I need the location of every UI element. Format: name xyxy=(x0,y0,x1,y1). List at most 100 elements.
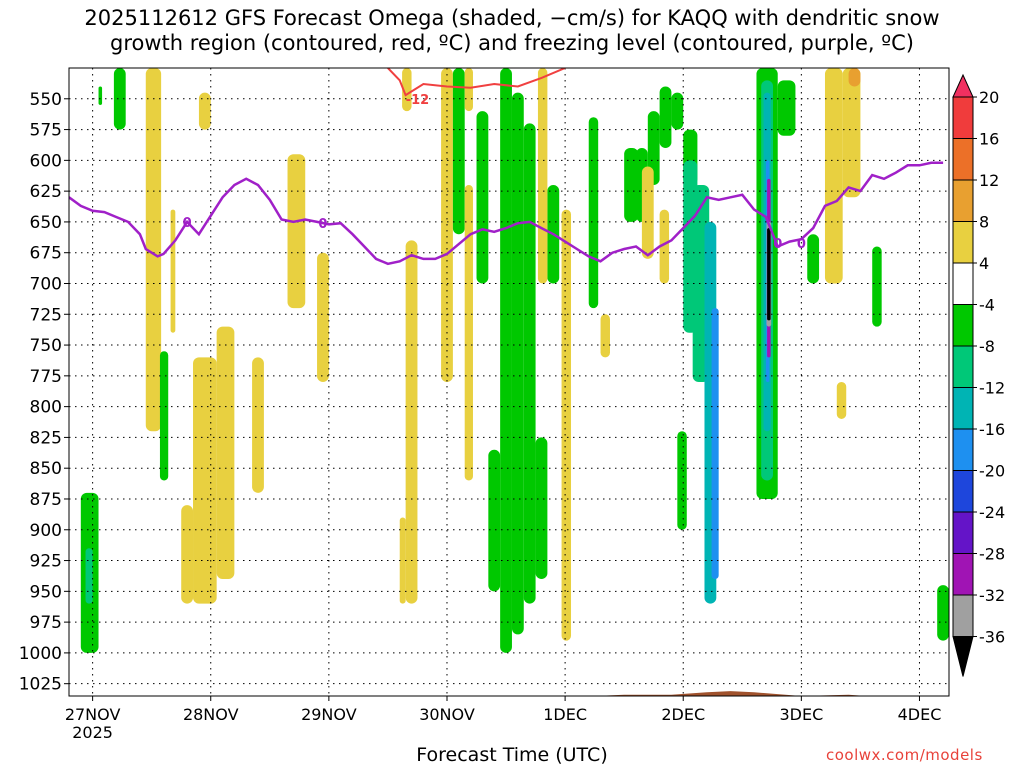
colorbar-bin xyxy=(952,345,974,388)
colorbar-bin xyxy=(952,594,974,637)
y-tick-label: 775 xyxy=(30,367,62,387)
omega-region xyxy=(659,86,672,149)
chart-title: 2025112612 GFS Forecast Omega (shaded, −… xyxy=(0,6,1024,56)
omega-region xyxy=(937,585,949,641)
omega-region xyxy=(399,517,406,604)
colorbar-label: -8 xyxy=(979,337,995,356)
x-tick-label: 4DEC xyxy=(898,705,942,724)
y-tick-label: 750 xyxy=(30,336,62,356)
colorbar-label: 4 xyxy=(979,254,989,273)
colorbar-bin xyxy=(952,304,974,347)
y-tick-label: 1000 xyxy=(19,644,62,664)
omega-region xyxy=(476,111,489,284)
omega-region xyxy=(600,314,610,358)
x-tick-label: 2DEC xyxy=(661,705,705,724)
omega-region xyxy=(777,80,796,136)
y-tick-label: 800 xyxy=(30,398,62,418)
omega-region xyxy=(113,68,126,130)
omega-region xyxy=(193,357,217,604)
colorbar-bin xyxy=(952,138,974,181)
omega-region xyxy=(159,351,169,481)
omega-region xyxy=(807,234,820,284)
x-tick-label: 29NOV xyxy=(301,705,357,724)
colorbar-bottom-arrow xyxy=(952,636,974,677)
chart-title-line-2: growth region (contoured, red, ºC) and f… xyxy=(110,31,914,55)
y-tick-label: 650 xyxy=(30,213,62,233)
y-tick-label: 675 xyxy=(30,244,62,264)
y-tick-label: 575 xyxy=(30,121,62,141)
omega-region xyxy=(85,548,93,604)
omega-region xyxy=(535,437,548,580)
omega-region xyxy=(561,209,572,641)
colorbar-label: -28 xyxy=(979,545,1005,564)
colorbar-label: 16 xyxy=(979,130,999,149)
colorbar-label: -24 xyxy=(979,503,1005,522)
omega-region xyxy=(500,68,512,653)
freezing-level-label: 0 xyxy=(318,217,327,232)
colorbar-bin xyxy=(952,387,974,430)
y-tick-label: 900 xyxy=(30,521,62,541)
omega-region xyxy=(98,86,103,105)
x-tick-label: 30NOV xyxy=(419,705,475,724)
omega-region xyxy=(836,382,847,419)
colorbar-top-arrow xyxy=(952,73,974,98)
y-tick-label: 600 xyxy=(30,151,62,171)
omega-region xyxy=(252,357,264,493)
omega-region xyxy=(287,154,306,309)
omega-region xyxy=(145,68,162,432)
omega-region xyxy=(464,68,473,112)
omega-region xyxy=(523,123,536,604)
colorbar-bin xyxy=(952,179,974,222)
y-tick-label: 1025 xyxy=(19,675,62,695)
omega-region xyxy=(216,326,235,580)
omega-region xyxy=(842,68,861,198)
colorbar-label: 12 xyxy=(979,171,999,190)
x-tick-label: 3DEC xyxy=(779,705,823,724)
omega-region xyxy=(405,240,418,604)
freezing-level-label: 0 xyxy=(797,237,806,252)
y-tick-label: 825 xyxy=(30,428,62,448)
y-tick-label: 950 xyxy=(30,582,62,602)
grid-lines xyxy=(69,68,949,696)
x-tick-label: 1DEC xyxy=(543,705,587,724)
omega-region xyxy=(464,184,473,481)
colorbar-bin xyxy=(952,470,974,513)
y-tick-label: 850 xyxy=(30,459,62,479)
y-tick-label: 925 xyxy=(30,552,62,572)
y-tick-label: 725 xyxy=(30,305,62,325)
omega-region xyxy=(198,92,211,130)
colorbar-label: -32 xyxy=(979,586,1005,605)
omega-region xyxy=(711,308,719,580)
y-tick-label: 975 xyxy=(30,613,62,633)
omega-shading xyxy=(69,68,949,696)
omega-region xyxy=(647,111,660,185)
omega-region xyxy=(767,228,771,321)
omega-region xyxy=(488,449,501,592)
omega-region xyxy=(181,505,194,604)
site-credit: coolwx.com/models xyxy=(826,746,983,764)
x-tick-sublabel: 2025 xyxy=(72,723,113,742)
colorbar-bin xyxy=(952,96,974,139)
freezing-level-label: 0 xyxy=(773,237,782,252)
colorbar-bin xyxy=(952,428,974,471)
omega-region xyxy=(677,431,687,530)
omega-region xyxy=(624,148,639,222)
omega-region xyxy=(537,68,548,284)
chart-title-line-1: 2025112612 GFS Forecast Omega (shaded, −… xyxy=(84,6,940,30)
colorbar-label: 20 xyxy=(979,88,999,107)
plot-frame xyxy=(68,67,950,697)
colorbar-label: -16 xyxy=(979,420,1005,439)
omega-region xyxy=(588,117,599,309)
freezing-level-label: 0 xyxy=(183,216,192,231)
omega-region xyxy=(317,252,329,382)
omega-region xyxy=(872,246,882,327)
colorbar-label: -4 xyxy=(979,296,995,315)
omega-region xyxy=(659,209,670,284)
colorbar-bin xyxy=(952,262,974,305)
omega-region xyxy=(671,92,684,130)
x-axis-title: Forecast Time (UTC) xyxy=(416,744,608,766)
colorbar-label: 8 xyxy=(979,213,989,232)
omega-region xyxy=(848,68,861,87)
omega-region xyxy=(641,166,654,259)
